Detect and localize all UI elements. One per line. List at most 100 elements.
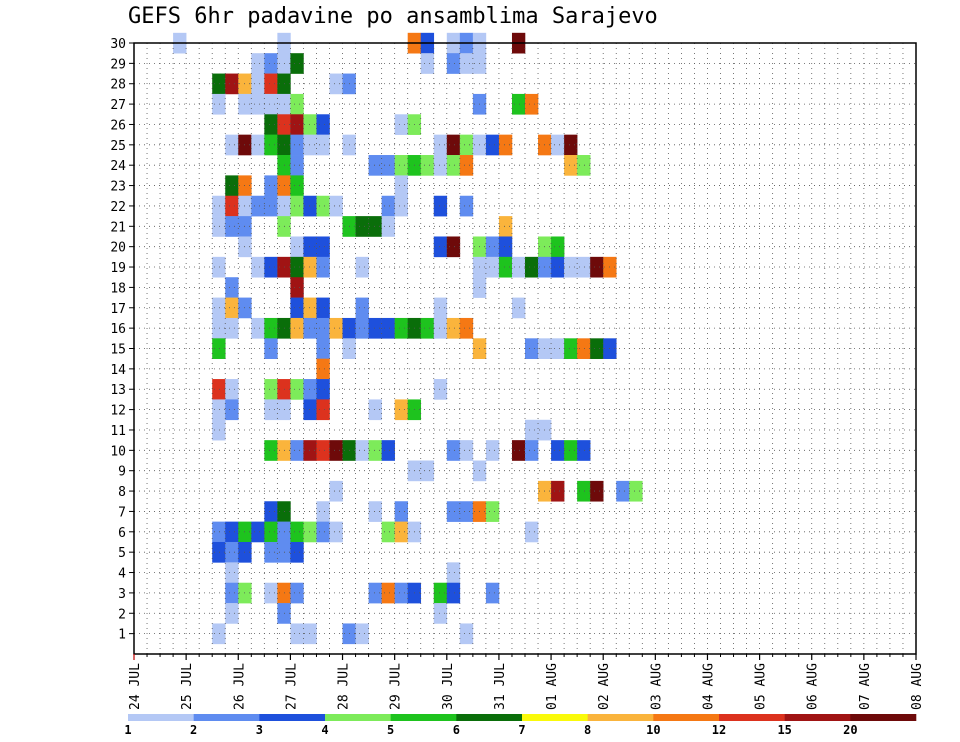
y-tick-label: 12	[110, 404, 126, 419]
heatmap-cell	[225, 73, 239, 95]
heatmap-cell	[212, 623, 226, 645]
heatmap-cell	[485, 501, 500, 522]
heatmap-cell	[290, 195, 304, 217]
heatmap-cell	[264, 521, 278, 543]
legend-swatch	[390, 714, 457, 721]
x-tick-label: 01 AUG	[545, 663, 560, 710]
heatmap-cell	[446, 155, 461, 176]
heatmap-cell	[316, 379, 330, 400]
heatmap-cell	[459, 317, 474, 339]
heatmap-cell	[225, 562, 239, 584]
heatmap-cell	[433, 379, 448, 400]
heatmap-cell	[446, 562, 461, 584]
heatmap-cell	[316, 338, 330, 359]
legend-label: 4	[321, 723, 328, 737]
legend-swatch	[325, 714, 391, 721]
heatmap-cell	[212, 195, 226, 217]
x-tick-label: 07 AUG	[858, 663, 873, 710]
x-tick-label: 02 AUG	[597, 663, 612, 710]
y-tick-label: 30	[110, 37, 126, 52]
legend-swatch	[850, 714, 917, 721]
heatmap-cell	[355, 297, 369, 319]
heatmap-cell	[316, 256, 330, 278]
heatmap-cell	[225, 399, 239, 421]
y-tick-label: 27	[110, 98, 126, 113]
heatmap-cell	[446, 501, 461, 522]
heatmap-cell	[225, 175, 239, 197]
y-tick-label: 3	[118, 587, 126, 602]
y-tick-label: 1	[118, 628, 126, 643]
heatmap-cell	[212, 216, 226, 237]
heatmap-cell	[433, 317, 448, 339]
heatmap-cell	[316, 236, 330, 258]
heatmap-cell	[212, 399, 226, 421]
heatmap-cell	[225, 521, 239, 543]
heatmap-cell	[316, 358, 330, 380]
heatmap-cell	[459, 623, 474, 645]
heatmap-cell	[329, 195, 343, 217]
heatmap-cell	[212, 73, 226, 95]
heatmap-cell	[251, 317, 265, 339]
legend-label: 15	[777, 723, 791, 737]
heatmap-cell	[459, 440, 474, 461]
heatmap-cell	[290, 440, 304, 461]
heatmap-cell	[264, 53, 278, 74]
heatmap-cell	[264, 134, 278, 156]
heatmap-cell	[590, 480, 604, 502]
heatmap-cell	[225, 317, 239, 339]
heatmap-cell	[433, 155, 448, 176]
heatmap-cell	[381, 440, 395, 461]
heatmap-cell	[225, 603, 239, 624]
heatmap-cell	[511, 297, 526, 319]
heatmap-cell	[459, 155, 474, 176]
legend-label: 2	[190, 723, 197, 737]
heatmap-cell	[394, 399, 408, 421]
heatmap-cell	[394, 521, 408, 543]
heatmap-cell	[225, 195, 239, 217]
x-tick-label: 30 JUL	[441, 663, 456, 710]
heatmap-cell	[394, 175, 408, 197]
heatmap-cell	[316, 114, 330, 135]
heatmap-cell	[459, 195, 474, 217]
heatmap-cell	[459, 134, 474, 156]
legend-swatch	[193, 714, 260, 721]
heatmap-cell	[616, 480, 630, 502]
heatmap-cell	[264, 582, 278, 604]
heatmap-cell	[264, 73, 278, 95]
heatmap-cell	[355, 623, 369, 645]
heatmap-cell	[316, 440, 330, 461]
y-tick-label: 4	[118, 567, 126, 582]
heatmap-cell	[303, 399, 317, 421]
heatmap-cell	[381, 195, 395, 217]
x-tick-label: 26 JUL	[232, 663, 247, 710]
heatmap-cell	[290, 175, 304, 197]
y-tick-label: 9	[118, 465, 126, 480]
heatmap-cell	[511, 256, 526, 278]
heatmap-cell	[459, 53, 474, 74]
heatmap-cell	[264, 114, 278, 135]
heatmap-cell	[251, 195, 265, 217]
x-tick-label: 03 AUG	[649, 663, 664, 710]
heatmap-cell	[264, 379, 278, 400]
heatmap-cell	[564, 134, 578, 156]
legend-label: 20	[843, 723, 857, 737]
heatmap-cell	[225, 582, 239, 604]
heatmap-cell	[368, 216, 382, 237]
y-tick-label: 6	[118, 526, 126, 541]
y-tick-label: 5	[118, 546, 126, 561]
heatmap-cell	[498, 256, 513, 278]
heatmap-cell	[433, 236, 448, 258]
heatmap-cell	[264, 195, 278, 217]
y-tick-label: 17	[110, 302, 126, 317]
legend-swatch	[259, 714, 326, 721]
legend-swatch	[719, 714, 785, 721]
heatmap-cell	[420, 155, 435, 176]
heatmap-cell	[355, 440, 369, 461]
heatmap-cell	[251, 93, 265, 115]
heatmap-cell	[303, 297, 317, 319]
heatmap-cell	[316, 501, 330, 522]
heatmap-cell	[212, 338, 226, 359]
heatmap-cell	[551, 480, 565, 502]
heatmap-cell	[251, 53, 265, 74]
heatmap-cell	[264, 399, 278, 421]
